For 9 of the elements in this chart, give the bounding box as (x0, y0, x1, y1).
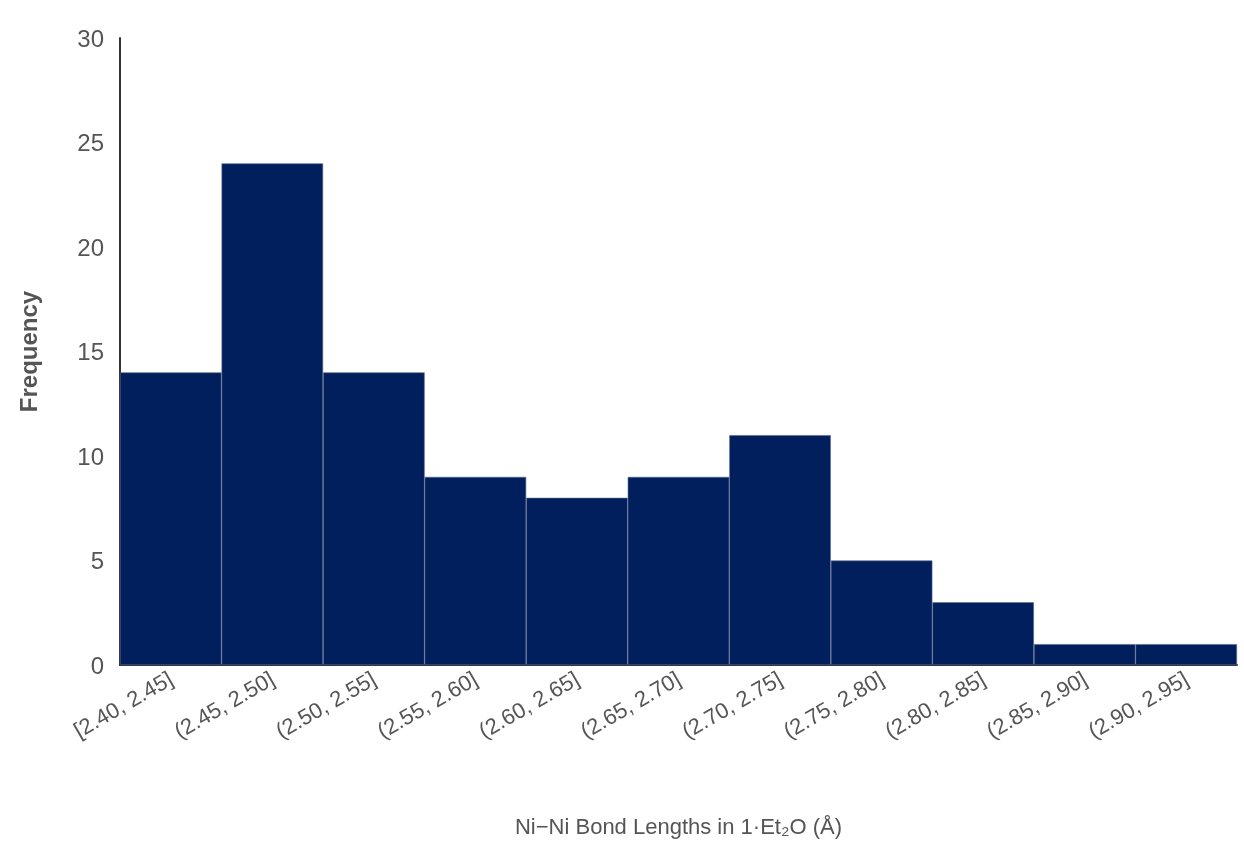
y-axis-title: Frequency (14, 290, 42, 413)
y-tick-label: 15 (77, 338, 104, 365)
y-tick-label: 25 (77, 129, 104, 156)
x-axis-title: Ni−Ni Bond Lengths in 1·Et₂O (Å) (514, 813, 843, 839)
y-tick-label: 30 (77, 24, 104, 52)
y-tick-label: 5 (90, 547, 104, 574)
y-tick-label: 20 (77, 233, 104, 261)
y-tick-label: 0 (90, 651, 104, 679)
y-tick-label: 10 (77, 442, 104, 470)
